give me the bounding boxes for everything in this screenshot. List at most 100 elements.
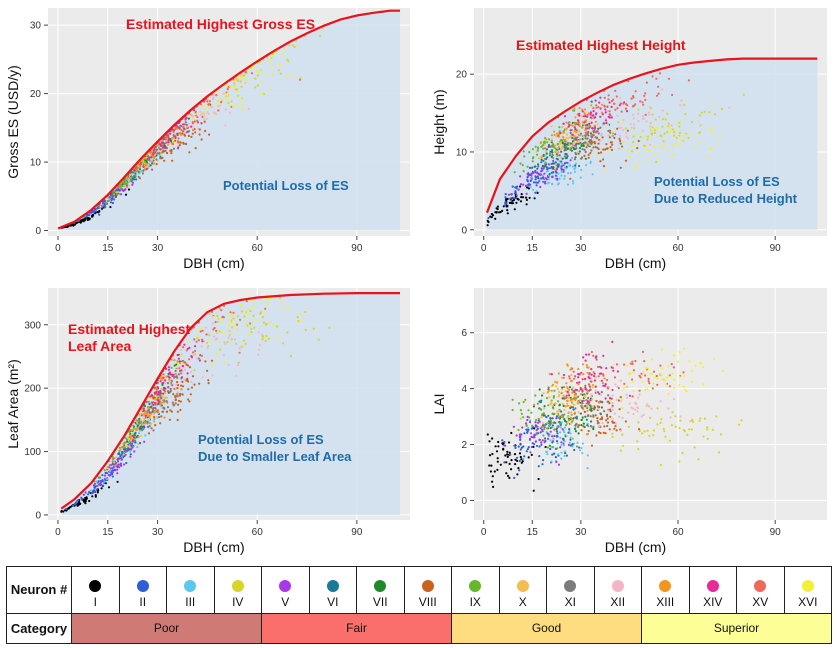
point-IX — [548, 424, 551, 427]
point-V — [93, 209, 96, 213]
y-tick-label: 0 — [35, 510, 41, 521]
point-VIII — [607, 129, 610, 133]
point-XI — [565, 146, 568, 149]
point-XII — [199, 110, 202, 113]
point-VII — [564, 157, 567, 160]
point-IV — [277, 69, 280, 72]
point-XV — [137, 419, 140, 422]
point-XIII — [581, 108, 584, 111]
point-XV — [682, 371, 685, 374]
point-XV — [639, 100, 642, 103]
point-XI — [165, 141, 168, 144]
point-VII — [590, 420, 593, 423]
point-II — [102, 200, 105, 203]
point-XVI — [215, 101, 218, 104]
point-XVI — [671, 154, 674, 157]
point-II — [503, 441, 506, 444]
point-XV — [587, 383, 591, 386]
point-IV — [289, 355, 292, 358]
point-XI — [565, 394, 568, 397]
point-XV — [227, 86, 230, 89]
point-XIII — [557, 372, 560, 375]
point-II — [513, 476, 516, 479]
point-XV — [167, 133, 170, 136]
point-XI — [146, 420, 149, 423]
point-V — [540, 441, 543, 444]
point-XII — [630, 126, 633, 129]
point-IV — [693, 446, 696, 449]
point-III — [572, 182, 575, 185]
point-XIV — [180, 376, 184, 379]
point-III — [574, 166, 577, 169]
point-IV — [318, 34, 322, 38]
point-XIV — [587, 400, 590, 404]
potential-loss-area — [57, 10, 401, 231]
point-XII — [689, 420, 692, 423]
point-XV — [641, 350, 645, 353]
point-XIV — [151, 401, 154, 404]
point-IV — [740, 419, 743, 422]
point-IV — [706, 428, 709, 431]
point-VIII — [176, 418, 179, 422]
point-XVI — [252, 305, 255, 308]
point-XII — [632, 117, 635, 120]
point-II — [527, 446, 530, 449]
point-I — [533, 197, 536, 200]
point-IV — [637, 108, 640, 111]
point-XII — [613, 412, 616, 415]
point-VIII — [617, 399, 621, 402]
point-IX — [551, 145, 554, 148]
point-VIII — [168, 418, 171, 421]
point-XIII — [550, 134, 554, 137]
point-VIII — [190, 386, 194, 389]
point-XIV — [584, 377, 587, 380]
point-XIII — [554, 150, 557, 154]
point-XII — [598, 425, 601, 428]
point-XVI — [713, 133, 716, 136]
point-XVI — [187, 340, 190, 343]
point-VI — [571, 443, 574, 446]
point-IX — [535, 153, 539, 156]
scatter-points — [486, 340, 743, 492]
point-III — [560, 170, 563, 173]
point-V — [526, 172, 529, 175]
y-tick-label: 2 — [461, 440, 467, 451]
point-IV — [671, 128, 675, 131]
point-V — [123, 463, 126, 466]
point-X — [559, 156, 562, 159]
point-III — [103, 480, 106, 483]
point-X — [556, 147, 559, 150]
point-I — [519, 455, 522, 459]
point-IV — [655, 160, 658, 163]
point-VIII — [170, 152, 173, 155]
point-XIII — [156, 144, 159, 147]
point-III — [545, 170, 548, 173]
point-XVI — [207, 105, 210, 109]
y-tick-label: 20 — [30, 89, 42, 100]
point-XVI — [685, 389, 688, 393]
point-XII — [649, 143, 652, 146]
point-VIII — [188, 400, 191, 403]
point-III — [571, 180, 575, 183]
point-VI — [564, 452, 567, 455]
point-III — [579, 449, 582, 452]
point-VIII — [178, 144, 181, 147]
point-IV — [286, 58, 289, 61]
point-XII — [728, 106, 731, 109]
point-XVI — [267, 60, 271, 63]
point-XVI — [621, 122, 624, 125]
point-XVI — [710, 130, 713, 133]
point-XI — [141, 429, 144, 432]
point-VIII — [589, 151, 592, 155]
point-X — [551, 404, 554, 407]
point-XIV — [604, 383, 607, 386]
point-XIV — [186, 372, 189, 375]
point-XIII — [153, 411, 156, 414]
point-XIII — [175, 127, 178, 130]
y-tick-label: 200 — [24, 384, 41, 395]
point-XIV — [578, 112, 581, 115]
point-XV — [188, 358, 191, 361]
point-XIII — [533, 403, 536, 406]
point-IV — [264, 339, 267, 343]
legend-neuron-X: X — [498, 566, 547, 614]
